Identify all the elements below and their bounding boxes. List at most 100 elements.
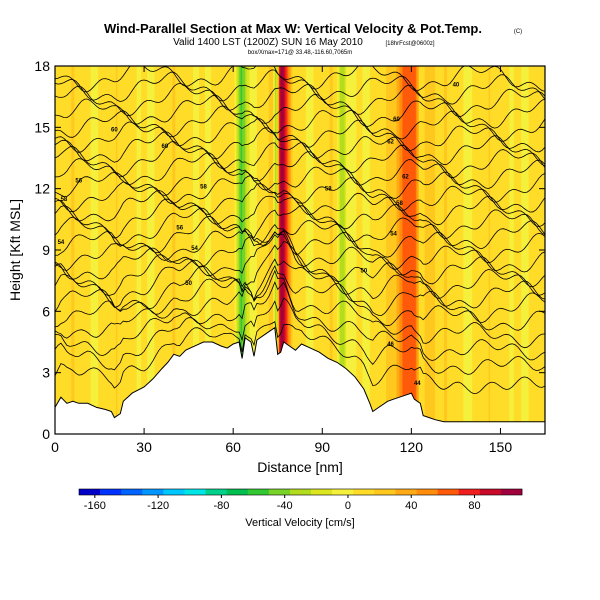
field-strip xyxy=(289,66,292,434)
field-strip xyxy=(435,66,438,434)
field-strip xyxy=(433,66,436,434)
field-strip xyxy=(402,66,405,434)
field-strip xyxy=(408,66,411,434)
field-strip xyxy=(123,66,126,434)
field-strip xyxy=(184,66,187,434)
field-strip xyxy=(282,66,285,434)
field-strip xyxy=(71,66,74,434)
isentrope-line xyxy=(55,141,545,179)
field-strip xyxy=(389,66,392,434)
field-strip xyxy=(221,66,224,434)
field-strip xyxy=(308,66,311,434)
field-strip xyxy=(237,66,240,434)
field-strip xyxy=(256,66,260,434)
y-tick-label: 3 xyxy=(42,365,50,381)
isentrope-line xyxy=(55,230,545,288)
field-strip xyxy=(360,66,363,434)
field-strip xyxy=(507,66,510,434)
field-strip xyxy=(334,66,337,434)
field-strip xyxy=(209,66,212,434)
field-strip xyxy=(501,66,505,434)
field-strip xyxy=(248,66,251,434)
field-strip xyxy=(338,66,341,434)
field-strip xyxy=(340,66,343,434)
field-strip xyxy=(288,66,291,434)
field-strip xyxy=(533,66,536,434)
field-strip xyxy=(493,66,496,434)
field-strip xyxy=(139,66,142,434)
colorbar-tick-label: -120 xyxy=(147,500,169,512)
field-strip xyxy=(190,66,193,434)
field-strip xyxy=(444,66,447,434)
field-strip xyxy=(403,66,407,434)
x-tick-label: 150 xyxy=(489,439,513,455)
field-strip xyxy=(104,66,107,434)
field-strip xyxy=(225,66,228,434)
field-strip xyxy=(420,66,423,434)
field-strip xyxy=(300,66,303,434)
colorbar-tick-label: -80 xyxy=(213,500,229,512)
field-strip xyxy=(461,66,464,434)
isentrope-line xyxy=(55,105,545,142)
isentrope-line xyxy=(55,82,545,118)
field-strip xyxy=(279,66,282,434)
field-strip xyxy=(210,66,213,434)
field-strip xyxy=(286,66,289,434)
field-strip xyxy=(353,66,356,434)
field-strip xyxy=(458,66,461,434)
field-strip xyxy=(380,66,383,434)
field-strip xyxy=(363,66,366,434)
field-strip xyxy=(172,66,175,434)
field-strip xyxy=(512,66,515,434)
field-strip xyxy=(441,66,444,434)
field-strip xyxy=(234,66,237,434)
y-tick-label: 15 xyxy=(34,119,50,135)
chart-title-units: (C) xyxy=(514,29,522,35)
isentrope-line xyxy=(55,93,545,129)
field-strip xyxy=(111,66,114,434)
field-strip xyxy=(87,66,90,434)
field-strip xyxy=(106,66,110,434)
field-strip xyxy=(199,66,202,434)
field-strip xyxy=(112,66,115,434)
colorbar-swatch xyxy=(142,489,164,495)
isentrope-label: 40 xyxy=(453,82,460,88)
field-strip xyxy=(329,66,332,434)
field-strip xyxy=(384,66,387,434)
field-strip xyxy=(66,66,69,434)
isentrope-line xyxy=(55,66,545,93)
field-strip xyxy=(399,66,402,434)
field-strip xyxy=(170,66,173,434)
field-strip xyxy=(534,66,537,434)
isentrope-label: 60 xyxy=(111,127,118,133)
field-strip xyxy=(531,66,534,434)
field-strip xyxy=(251,66,254,434)
colorbar-label: Vertical Velocity [cm/s] xyxy=(245,517,354,529)
field-strip xyxy=(460,66,463,434)
isentrope-label: 54 xyxy=(191,246,198,252)
field-strip xyxy=(478,66,481,434)
field-strip xyxy=(476,66,479,434)
field-strip xyxy=(141,66,144,434)
isentrope-label: 50 xyxy=(361,268,368,274)
field-strip xyxy=(295,66,298,434)
x-tick-label: 30 xyxy=(136,439,152,455)
y-tick-label: 18 xyxy=(34,58,50,74)
field-strip xyxy=(267,66,270,434)
field-strip xyxy=(485,66,488,434)
field-strip xyxy=(387,66,390,434)
field-strip xyxy=(264,66,267,434)
field-strip xyxy=(144,66,147,434)
field-strip xyxy=(206,66,209,434)
isentrope-label: 46 xyxy=(387,342,394,348)
field-strip xyxy=(280,66,283,434)
colorbar-swatch xyxy=(226,489,249,495)
field-strip xyxy=(252,66,255,434)
field-strip xyxy=(481,66,484,434)
field-strip xyxy=(381,66,384,434)
field-strip xyxy=(368,66,371,434)
terrain xyxy=(54,326,546,435)
field-strip xyxy=(429,66,432,434)
field-strip xyxy=(230,66,233,434)
field-strip xyxy=(81,66,84,434)
